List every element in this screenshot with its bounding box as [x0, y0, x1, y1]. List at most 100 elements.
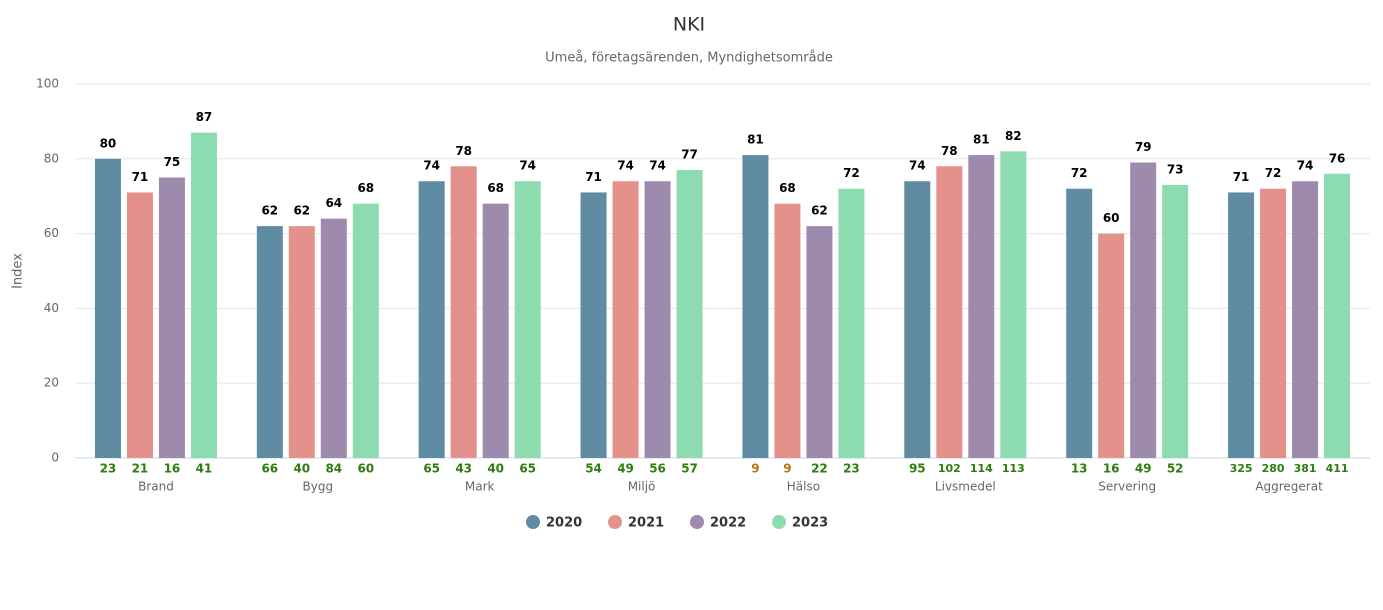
- data-label: 75: [164, 155, 181, 169]
- data-label: 62: [261, 204, 278, 218]
- count-label: 49: [1135, 462, 1152, 476]
- data-label: 79: [1135, 140, 1152, 154]
- count-label: 22: [811, 462, 828, 476]
- data-label: 78: [941, 144, 958, 158]
- data-label: 80: [100, 136, 117, 150]
- y-tick-label: 0: [51, 451, 59, 465]
- count-label: 114: [970, 462, 993, 475]
- data-label: 60: [1103, 211, 1120, 225]
- count-label: 16: [164, 462, 181, 476]
- data-label: 74: [519, 159, 536, 173]
- bar: [1292, 181, 1319, 459]
- data-label: 62: [293, 204, 310, 218]
- bar: [1066, 188, 1093, 458]
- legend-marker: [690, 515, 704, 529]
- count-label: 411: [1326, 462, 1349, 475]
- y-tick-label: 80: [44, 151, 59, 165]
- x-tick-label: Brand: [138, 480, 174, 494]
- count-label: 49: [617, 462, 634, 476]
- x-tick-label: Bygg: [303, 480, 334, 494]
- bar: [774, 203, 801, 458]
- count-label: 325: [1230, 462, 1253, 475]
- count-label: 16: [1103, 462, 1120, 476]
- count-label: 23: [100, 462, 117, 476]
- bar: [580, 192, 607, 458]
- data-label: 71: [585, 170, 602, 184]
- x-tick-label: Mark: [465, 480, 495, 494]
- bar: [450, 166, 477, 458]
- y-tick-label: 20: [44, 376, 59, 390]
- bar: [190, 132, 217, 458]
- count-label: 84: [325, 462, 342, 476]
- bar: [1228, 192, 1255, 458]
- bar: [806, 226, 833, 458]
- data-label: 87: [196, 110, 213, 124]
- count-label: 9: [783, 462, 791, 476]
- x-tick-label: Servering: [1098, 480, 1156, 494]
- count-label: 54: [585, 462, 602, 476]
- bar: [936, 166, 963, 458]
- legend-marker: [526, 515, 540, 529]
- data-label: 72: [1071, 166, 1088, 180]
- count-label: 102: [938, 462, 961, 475]
- data-label: 68: [487, 181, 504, 195]
- count-label: 23: [843, 462, 860, 476]
- count-label: 40: [487, 462, 504, 476]
- count-label: 52: [1167, 462, 1184, 476]
- bar: [256, 226, 283, 458]
- count-label: 65: [519, 462, 536, 476]
- y-tick-label: 100: [36, 77, 59, 91]
- data-label: 81: [973, 133, 990, 147]
- bar: [904, 181, 931, 459]
- bar: [288, 226, 315, 458]
- data-label: 74: [909, 159, 926, 173]
- data-label: 74: [423, 159, 440, 173]
- data-label: 72: [843, 166, 860, 180]
- x-tick-label: Miljö: [628, 480, 656, 494]
- data-label: 82: [1005, 129, 1022, 143]
- x-tick-label: Livsmedel: [935, 480, 996, 494]
- legend-marker: [608, 515, 622, 529]
- bar: [742, 155, 769, 458]
- count-label: 65: [423, 462, 440, 476]
- count-label: 56: [649, 462, 666, 476]
- count-label: 113: [1002, 462, 1025, 475]
- bar: [1260, 188, 1287, 458]
- data-label: 73: [1167, 162, 1184, 176]
- bar: [1324, 173, 1351, 458]
- bar: [320, 218, 347, 458]
- bar: [676, 170, 703, 458]
- count-label: 66: [261, 462, 278, 476]
- count-label: 280: [1262, 462, 1285, 475]
- data-label: 74: [1297, 159, 1314, 173]
- data-label: 64: [325, 196, 342, 210]
- count-label: 13: [1071, 462, 1088, 476]
- y-axis-title: Index: [11, 253, 26, 289]
- data-label: 68: [779, 181, 796, 195]
- data-label: 81: [747, 133, 764, 147]
- chart-subtitle: Umeå, företagsärenden, Myndighetsområde: [545, 51, 833, 66]
- legend-label: 2021: [628, 516, 664, 531]
- count-label: 60: [357, 462, 374, 476]
- data-label: 62: [811, 204, 828, 218]
- data-label: 72: [1265, 166, 1282, 180]
- bar: [612, 181, 639, 459]
- count-label: 40: [293, 462, 310, 476]
- bar: [1098, 233, 1125, 458]
- bar: [644, 181, 671, 459]
- count-label: 43: [455, 462, 472, 476]
- bar: [482, 203, 509, 458]
- legend-label: 2023: [792, 516, 828, 531]
- count-label: 381: [1294, 462, 1317, 475]
- y-tick-label: 60: [44, 226, 59, 240]
- y-tick-label: 40: [44, 301, 59, 315]
- count-label: 95: [909, 462, 926, 476]
- bar: [1130, 162, 1157, 459]
- legend-label: 2020: [546, 516, 582, 531]
- legend-marker: [772, 515, 786, 529]
- data-label: 77: [681, 148, 698, 162]
- x-tick-label: Hälso: [787, 480, 820, 494]
- bar: [158, 177, 185, 458]
- count-label: 9: [751, 462, 759, 476]
